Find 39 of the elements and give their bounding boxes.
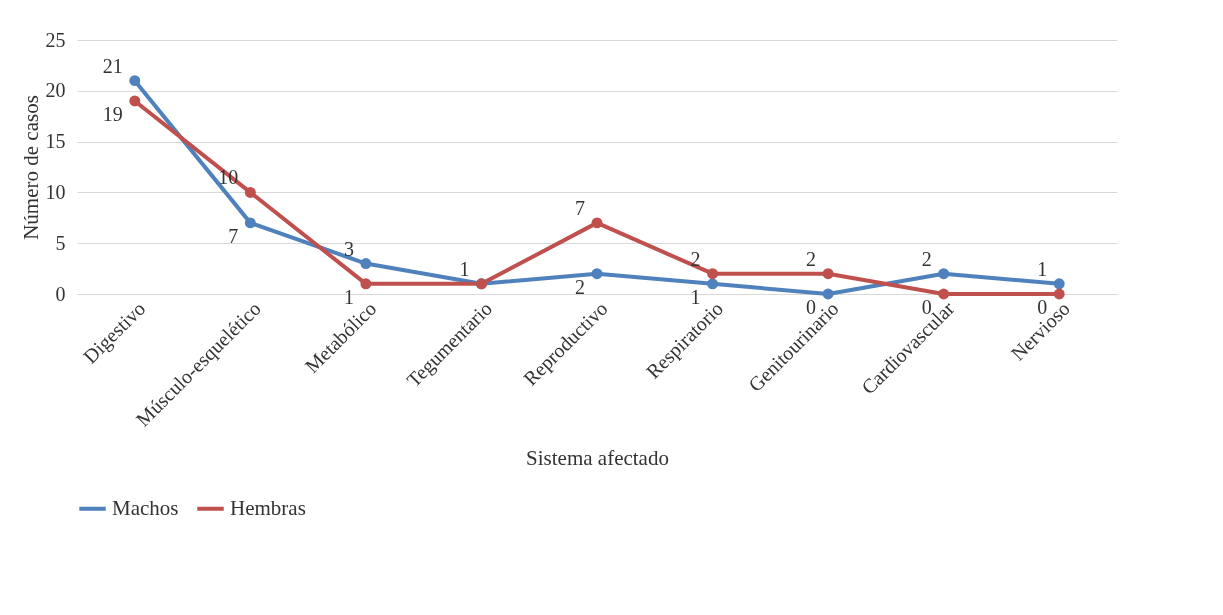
data-label: 1 (343, 285, 354, 308)
data-label: 3 (343, 237, 354, 260)
point (822, 288, 834, 300)
point (1053, 288, 1065, 300)
point (244, 217, 256, 229)
data-label: 2 (575, 275, 585, 298)
x-axis-title: Sistema afectado (526, 446, 669, 471)
point (822, 268, 834, 280)
y-tick-label: 25 (45, 28, 66, 51)
y-tick-label: 0 (55, 282, 66, 305)
point (1053, 278, 1065, 290)
data-label: 1 (690, 285, 701, 308)
point (938, 288, 950, 300)
data-label: 7 (228, 224, 239, 247)
point (938, 268, 950, 280)
data-label: 19 (102, 102, 123, 125)
point (591, 268, 603, 280)
y-tick-label: 5 (55, 231, 66, 254)
legend-label: Machos (112, 495, 179, 520)
point (591, 217, 603, 229)
data-label: 1 (1037, 257, 1048, 280)
data-label: 7 (575, 196, 585, 219)
y-tick-label: 20 (45, 79, 66, 102)
data-label: 2 (806, 247, 817, 270)
point (360, 258, 372, 269)
point (129, 75, 141, 87)
point (707, 268, 719, 280)
data-label: 2 (690, 247, 701, 270)
legend-label: Hembras (230, 495, 306, 520)
data-label: 2 (921, 247, 932, 270)
data-label: 1 (459, 257, 470, 280)
point (129, 95, 141, 107)
data-label: 21 (102, 54, 123, 77)
y-tick-label: 10 (45, 180, 66, 203)
y-tick-label: 15 (45, 130, 66, 153)
point (707, 278, 719, 290)
y-axis-title: Número de casos (18, 95, 43, 240)
point (244, 186, 256, 198)
point (360, 278, 372, 290)
